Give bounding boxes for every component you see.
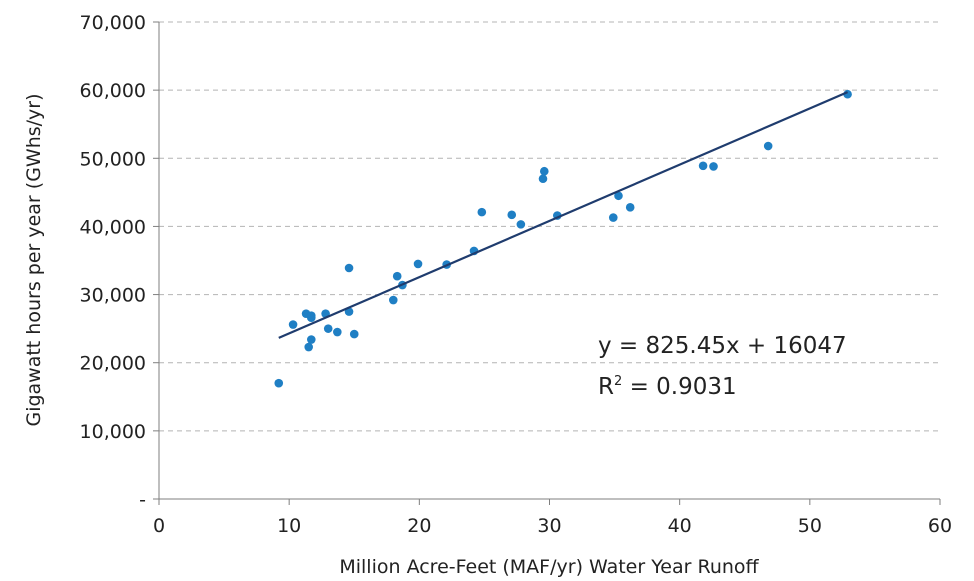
data-point [413,259,423,269]
data-point [477,207,487,217]
data-point [608,213,618,222]
data-point [539,166,549,176]
data-point [507,210,517,220]
data-point [306,335,316,344]
y-axis-title: Gigawatt hours per year (GWhs/yr) [23,93,45,426]
data-point [614,191,623,201]
data-point [709,162,718,171]
data-point [538,174,548,184]
x-tick-label: 50 [798,515,822,537]
data-points [274,89,852,388]
data-point [304,342,313,352]
x-tick-label: 10 [277,515,301,537]
r-squared-symbol: R [598,374,614,400]
x-axis-title: Million Acre-Feet (MAF/yr) Water Year Ru… [339,556,759,578]
x-tick-label: 60 [928,515,952,537]
r-squared-superscript: 2 [614,374,622,389]
y-tick-label: 10,000 [80,421,146,443]
y-tick-label: 40,000 [80,216,146,238]
y-tick-label: 50,000 [80,148,146,170]
y-tick-label: 60,000 [80,80,146,102]
y-axis-ticks: - 10,000 20,000 30,000 40,000 50,000 60,000 70,… [80,12,159,511]
data-point [392,271,402,281]
data-point [763,141,773,151]
x-tick-label: 40 [668,515,692,537]
data-point [344,263,354,273]
x-tick-label: 20 [407,515,431,537]
trendline [278,91,849,339]
gridlines [159,21,940,432]
data-point [288,320,298,329]
y-tick-label: 70,000 [80,12,146,34]
data-point [389,295,398,305]
data-point [306,311,316,320]
x-tick-label: 30 [537,515,561,537]
data-point [625,203,635,212]
y-tick-label: - [139,489,146,511]
x-axis-ticks: 0 10 20 30 40 50 60 [153,499,952,537]
y-tick-label: 20,000 [80,353,146,375]
data-point [274,378,284,388]
data-point [333,327,342,337]
r-squared-label: R2 = 0.9031 [598,374,737,400]
data-point [516,220,526,229]
data-point [323,324,333,333]
data-point [698,161,708,171]
y-tick-label: 30,000 [80,285,146,307]
r-squared-value: = 0.9031 [622,374,736,400]
data-point [349,329,359,339]
trendline-equation: y = 825.45x + 16047 [598,333,847,359]
x-tick-label: 0 [153,515,165,537]
